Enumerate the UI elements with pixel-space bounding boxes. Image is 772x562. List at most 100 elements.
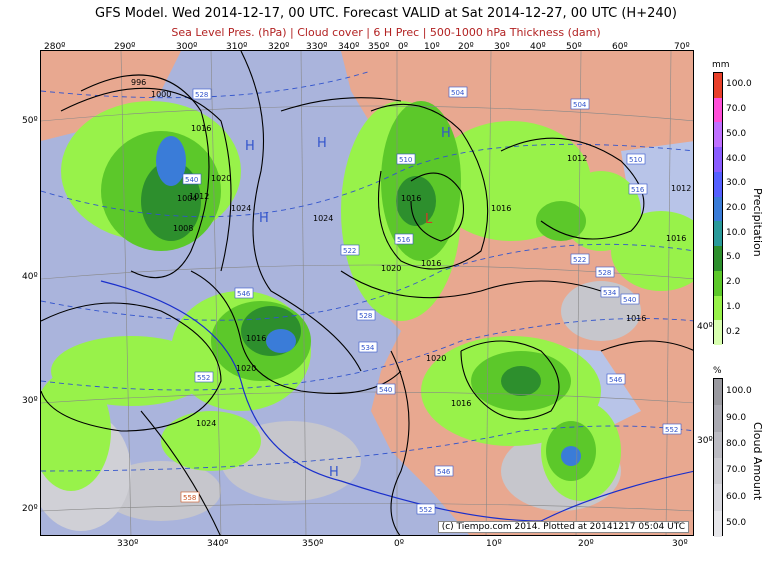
cloud-legend-title: Cloud Amount bbox=[751, 422, 764, 501]
precip-color-step bbox=[714, 295, 722, 321]
thickness-label: 552 bbox=[416, 503, 436, 515]
precip-level-label: 50.0 bbox=[726, 128, 747, 139]
isobar-label: 1024 bbox=[231, 204, 251, 213]
cloud-level-label: 80.0 bbox=[726, 438, 747, 449]
bottom-lon-label: 0º bbox=[394, 539, 404, 549]
svg-text:552: 552 bbox=[419, 506, 432, 514]
precip-level-label: 0.2 bbox=[726, 326, 741, 337]
thickness-label: 546 bbox=[234, 287, 254, 299]
top-lon-label: 60º bbox=[612, 42, 628, 52]
svg-text:522: 522 bbox=[343, 247, 356, 255]
land-north-america bbox=[41, 51, 181, 141]
cloud-level-label: 90.0 bbox=[726, 412, 747, 423]
precip-level-label: 70.0 bbox=[726, 104, 747, 115]
isobar-label: 1004 bbox=[177, 194, 197, 203]
cloud-unit: % bbox=[713, 366, 722, 376]
weather-map[interactable]: 996 1000 1004 1008 1012 1016 1020 1024 1… bbox=[40, 50, 694, 536]
precip-intense bbox=[156, 136, 581, 466]
isobar-label: 1012 bbox=[671, 184, 691, 193]
bottom-lon-label: 340º bbox=[207, 539, 229, 549]
isobars bbox=[41, 51, 693, 535]
high-pressure-center: H bbox=[441, 126, 451, 141]
isobar-label: 1016 bbox=[246, 334, 266, 343]
top-lon-label: 20º bbox=[458, 42, 474, 52]
precip-color-step bbox=[714, 73, 722, 98]
svg-text:546: 546 bbox=[237, 290, 251, 298]
thickness-label: 552 bbox=[194, 371, 214, 383]
svg-text:552: 552 bbox=[197, 374, 210, 382]
isobar-label: 1016 bbox=[191, 124, 211, 133]
top-lon-label: 30º bbox=[494, 42, 510, 52]
svg-text:546: 546 bbox=[437, 468, 451, 476]
high-pressure-center: H bbox=[259, 211, 269, 226]
svg-text:534: 534 bbox=[361, 344, 375, 352]
thickness-label: 528 bbox=[192, 88, 212, 100]
cloud-level-label: 50.0 bbox=[726, 517, 747, 528]
high-pressure-center: H bbox=[245, 139, 255, 154]
isobar-label: 1020 bbox=[381, 264, 401, 273]
svg-text:540: 540 bbox=[379, 386, 392, 394]
right-lat-label: 40º bbox=[697, 322, 713, 332]
precip-color-step bbox=[714, 246, 722, 271]
precip-color-step bbox=[714, 221, 722, 247]
precip-level-label: 40.0 bbox=[726, 153, 747, 164]
thickness-label: 540 bbox=[620, 293, 640, 305]
thickness-label: 558 bbox=[180, 491, 200, 503]
svg-text:528: 528 bbox=[598, 269, 611, 277]
isobar-label: 1016 bbox=[451, 399, 471, 408]
thickness-label: 534 bbox=[600, 286, 620, 298]
top-lon-label: 320º bbox=[268, 42, 290, 52]
isobar-label: 1012 bbox=[567, 154, 587, 163]
credit-text: (c) Tiempo.com 2014. Plotted at 20141217… bbox=[437, 521, 689, 533]
weather-map-canvas: 996 1000 1004 1008 1012 1016 1020 1024 1… bbox=[41, 51, 693, 535]
isobar-label: 1024 bbox=[313, 214, 333, 223]
thickness-label: 540 bbox=[182, 173, 202, 185]
thickness-labels: 528 540 546 552 558 504 510 516 522 528 … bbox=[180, 86, 682, 515]
isobar-label: 1000 bbox=[151, 90, 171, 99]
right-lat-label: 30º bbox=[697, 436, 713, 446]
isobar-label: 1012 bbox=[189, 192, 209, 201]
isobar-label: 1024 bbox=[196, 419, 216, 428]
svg-text:540: 540 bbox=[185, 176, 198, 184]
top-lon-label: 310º bbox=[226, 42, 248, 52]
svg-text:558: 558 bbox=[183, 494, 196, 502]
thickness-label: 528 bbox=[356, 309, 376, 321]
thickness-label: 528 bbox=[595, 266, 615, 278]
svg-text:540: 540 bbox=[623, 296, 636, 304]
thickness-label: 504 bbox=[570, 98, 590, 110]
cloud-colorbar bbox=[713, 378, 723, 537]
svg-text:510: 510 bbox=[629, 156, 642, 164]
precip-legend-title: Precipitation bbox=[751, 188, 764, 257]
precip-level-label: 20.0 bbox=[726, 203, 747, 213]
svg-text:522: 522 bbox=[573, 256, 586, 264]
bottom-lon-label: 350º bbox=[302, 539, 324, 549]
left-lat-label: 50º bbox=[22, 116, 38, 126]
left-lat-label: 30º bbox=[22, 396, 38, 406]
top-lon-label: 0º bbox=[398, 42, 408, 52]
precip-color-step bbox=[714, 196, 722, 222]
svg-text:516: 516 bbox=[397, 236, 411, 244]
bottom-lon-label: 20º bbox=[578, 539, 594, 549]
cloud-color-step bbox=[714, 458, 722, 485]
graticule bbox=[41, 51, 693, 535]
left-lat-label: 40º bbox=[22, 272, 38, 282]
thickness-label: 546 bbox=[606, 373, 626, 385]
cloud-color-step bbox=[714, 379, 722, 406]
svg-text:534: 534 bbox=[603, 289, 617, 297]
isobar-label: 1016 bbox=[421, 259, 441, 268]
top-lon-label: 340º bbox=[338, 42, 360, 52]
isobar-label: 1020 bbox=[211, 174, 231, 183]
top-lon-label: 280º bbox=[44, 42, 66, 52]
top-lon-label: 50º bbox=[566, 42, 582, 52]
precip-color-step bbox=[714, 171, 722, 197]
svg-text:516: 516 bbox=[631, 186, 645, 194]
precip-level-label: 30.0 bbox=[726, 178, 747, 189]
precip-color-step bbox=[714, 270, 722, 296]
precip-level-label: 10.0 bbox=[726, 227, 747, 238]
bottom-lon-label: 330º bbox=[117, 539, 139, 549]
svg-text:546: 546 bbox=[609, 376, 623, 384]
svg-text:504: 504 bbox=[573, 101, 587, 109]
isobar-label: 1020 bbox=[426, 354, 446, 363]
precip-level-label: 2.0 bbox=[726, 277, 741, 288]
top-lon-label: 330º bbox=[306, 42, 328, 52]
